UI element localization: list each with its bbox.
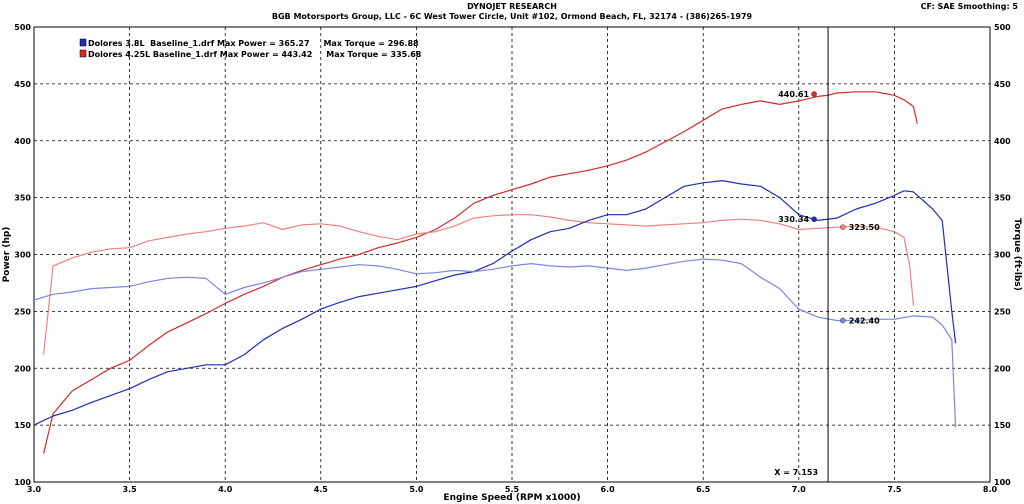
legend-entry: Dolores 4.25L Baseline_1.drf Max Power =…	[88, 50, 422, 59]
x-tick-label: 7.0	[792, 485, 807, 494]
y-tick-label-right: 450	[994, 80, 1011, 89]
cursor-readout: X = 7.153	[774, 468, 818, 477]
y-tick-label-left: 400	[14, 137, 31, 146]
annotation-marker	[811, 216, 817, 223]
y-tick-label-right: 100	[994, 478, 1011, 487]
annotation-label: 440.61	[778, 90, 809, 99]
grid-lines	[34, 27, 990, 482]
legend-entry: Dolores 3.8L Baseline_1.drf Max Power = …	[88, 39, 419, 48]
x-tick-label: 6.0	[601, 485, 616, 494]
x-tick-label: 4.0	[218, 485, 233, 494]
annotation-label: 323.50	[849, 223, 880, 232]
y-tick-label-right: 250	[994, 307, 1011, 316]
y-tick-label-left: 150	[14, 421, 31, 430]
series-line-1	[43, 91, 918, 454]
x-tick-label: 4.5	[314, 485, 329, 494]
legend-swatch	[79, 38, 87, 47]
annotation-label: 330.34	[778, 215, 809, 224]
y-tick-label-left: 300	[14, 251, 31, 260]
y-tick-label-right: 500	[994, 23, 1011, 32]
annotations: 440.61 330.34 323.50 242.40	[778, 90, 880, 325]
plot-area[interactable]	[33, 26, 991, 483]
y-tick-label-left: 250	[14, 307, 31, 316]
x-tick-label: 3.0	[27, 485, 42, 494]
y-axis-label-right: Torque (ft-lbs)	[1012, 218, 1022, 291]
chart-subtitle: BGB Motorsports Group, LLC - 6C West Tow…	[271, 12, 753, 21]
y-tick-label-left: 500	[14, 23, 31, 32]
x-tick-label: 8.0	[983, 485, 998, 494]
series-lines	[33, 91, 957, 454]
annotation-marker	[839, 224, 846, 230]
cursor[interactable]: X = 7.153	[774, 27, 829, 482]
y-tick-label-right: 300	[994, 251, 1011, 260]
correction-factor-info: CF: SAE Smoothing: 5	[920, 2, 1018, 11]
legend: Dolores 3.8L Baseline_1.drf Max Power = …	[79, 38, 422, 59]
y-tick-label-left: 350	[14, 194, 31, 203]
x-axis-label: Engine Speed (RPM x1000)	[443, 493, 580, 503]
chart-title: DYNOJET RESEARCH	[467, 2, 557, 11]
y-tick-label-right: 400	[994, 137, 1011, 146]
y-tick-label-right: 200	[994, 364, 1011, 373]
annotation-marker	[811, 91, 817, 97]
y-axis-label-left: Power (hp)	[2, 227, 12, 283]
x-tick-label: 7.5	[887, 485, 902, 494]
legend-swatch	[79, 49, 87, 58]
annotation-marker	[839, 317, 846, 324]
x-tick-label: 5.0	[409, 485, 424, 494]
annotation-label: 242.40	[849, 316, 880, 325]
x-tick-label: 3.5	[123, 485, 138, 494]
x-tick-label: 5.5	[505, 485, 520, 494]
y-tick-label-right: 350	[994, 194, 1011, 203]
series-line-4	[33, 258, 957, 428]
series-line-2	[43, 214, 915, 355]
x-tick-label: 6.5	[696, 485, 711, 494]
y-tick-label-left: 100	[14, 478, 31, 487]
y-tick-label-left: 450	[14, 80, 31, 89]
y-tick-label-left: 200	[14, 364, 31, 373]
series-line-3	[33, 180, 957, 426]
y-tick-label-right: 150	[994, 421, 1011, 430]
